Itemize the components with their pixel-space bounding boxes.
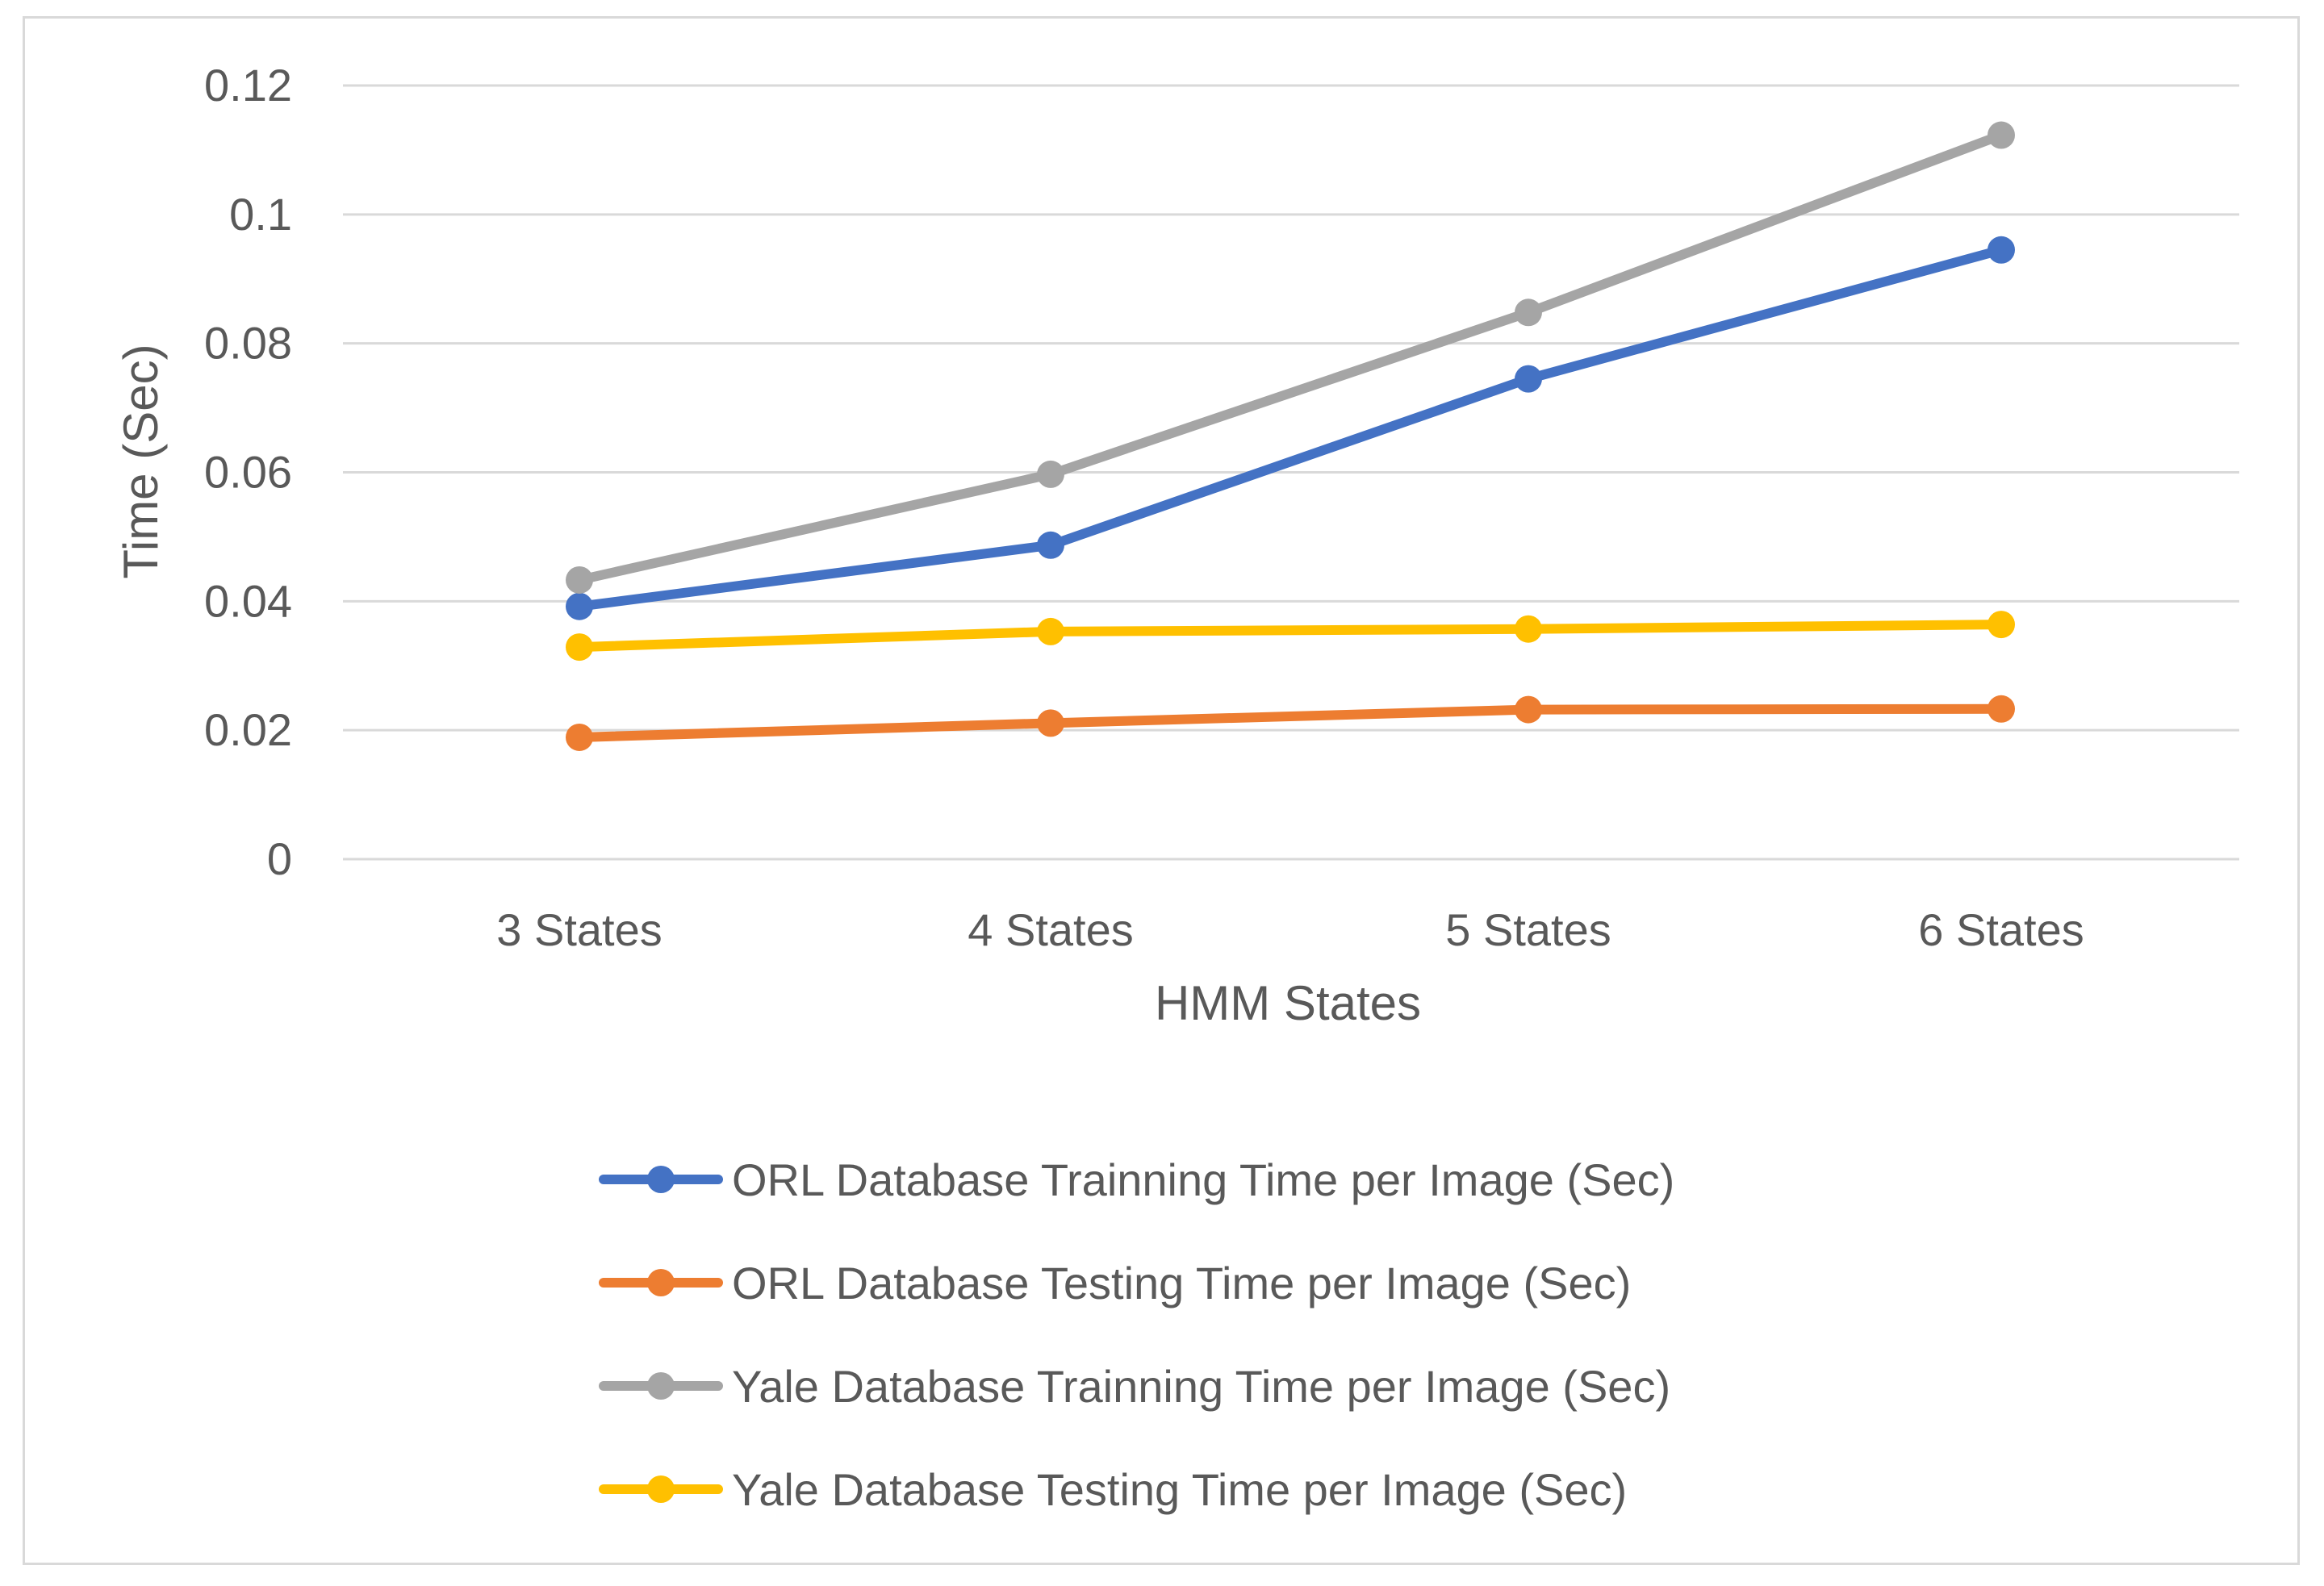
x-tick-label: 5 States: [1445, 904, 1611, 955]
y-tick-label: 0: [267, 833, 292, 884]
data-point: [1988, 695, 2015, 723]
data-point: [566, 633, 593, 662]
series-1: [566, 236, 2015, 620]
legend-marker: [647, 1475, 675, 1503]
x-axis-tick-labels: 3 States 4 States 5 States 6 States: [496, 904, 2084, 955]
series-line: [575, 244, 2006, 611]
legend-item: Yale Database Trainning Time per Image (…: [599, 1361, 1670, 1412]
y-axis-tick-labels: 0 0.02 0.04 0.06 0.08 0.1 0.12: [204, 60, 292, 884]
data-point: [1988, 236, 2015, 264]
y-tick-label: 0.1: [229, 189, 292, 240]
x-axis-title: HMM States: [1155, 976, 1421, 1030]
data-point: [1037, 709, 1064, 737]
data-point: [566, 723, 593, 751]
data-point: [1515, 365, 1542, 393]
legend-label: Yale Database Testing Time per Image (Se…: [732, 1464, 1627, 1515]
series-line: [575, 130, 2006, 585]
data-point: [1988, 611, 2015, 639]
data-point: [566, 592, 593, 620]
y-tick-label: 0.08: [204, 318, 292, 369]
legend-item: Yale Database Testing Time per Image (Se…: [599, 1464, 1627, 1515]
series-3: [566, 121, 2015, 594]
y-tick-label: 0.06: [204, 447, 292, 498]
series-2: [566, 695, 2015, 751]
legend-marker: [647, 1372, 675, 1400]
legend-label: ORL Database Testing Time per Image (Sec…: [732, 1258, 1631, 1308]
x-tick-label: 4 States: [968, 904, 1133, 955]
series-line: [575, 620, 2006, 653]
data-point: [1037, 531, 1064, 559]
data-point: [1988, 121, 2015, 149]
y-tick-label: 0.12: [204, 60, 292, 111]
data-point: [1515, 695, 1542, 724]
y-tick-label: 0.04: [204, 575, 292, 626]
x-tick-label: 6 States: [1918, 904, 2084, 955]
y-axis-title: Time (Sec): [114, 344, 168, 578]
series-line: [575, 703, 2006, 742]
series-lines: [566, 121, 2015, 751]
series-4: [566, 611, 2015, 662]
legend-marker: [647, 1166, 675, 1193]
legend-item: ORL Database Trainning Time per Image (S…: [599, 1154, 1674, 1205]
y-tick-label: 0.02: [204, 704, 292, 755]
legend-label: Yale Database Trainning Time per Image (…: [732, 1361, 1670, 1412]
x-tick-label: 3 States: [496, 904, 662, 955]
data-point: [1515, 298, 1542, 327]
data-point: [1515, 615, 1542, 643]
data-point: [1037, 460, 1064, 488]
gridlines: [343, 84, 2239, 861]
data-point: [1037, 617, 1064, 645]
legend: ORL Database Trainning Time per Image (S…: [599, 1154, 1674, 1515]
legend-item: ORL Database Testing Time per Image (Sec…: [599, 1258, 1631, 1308]
legend-label: ORL Database Trainning Time per Image (S…: [732, 1154, 1674, 1205]
data-point: [566, 566, 593, 594]
legend-marker: [647, 1269, 675, 1296]
